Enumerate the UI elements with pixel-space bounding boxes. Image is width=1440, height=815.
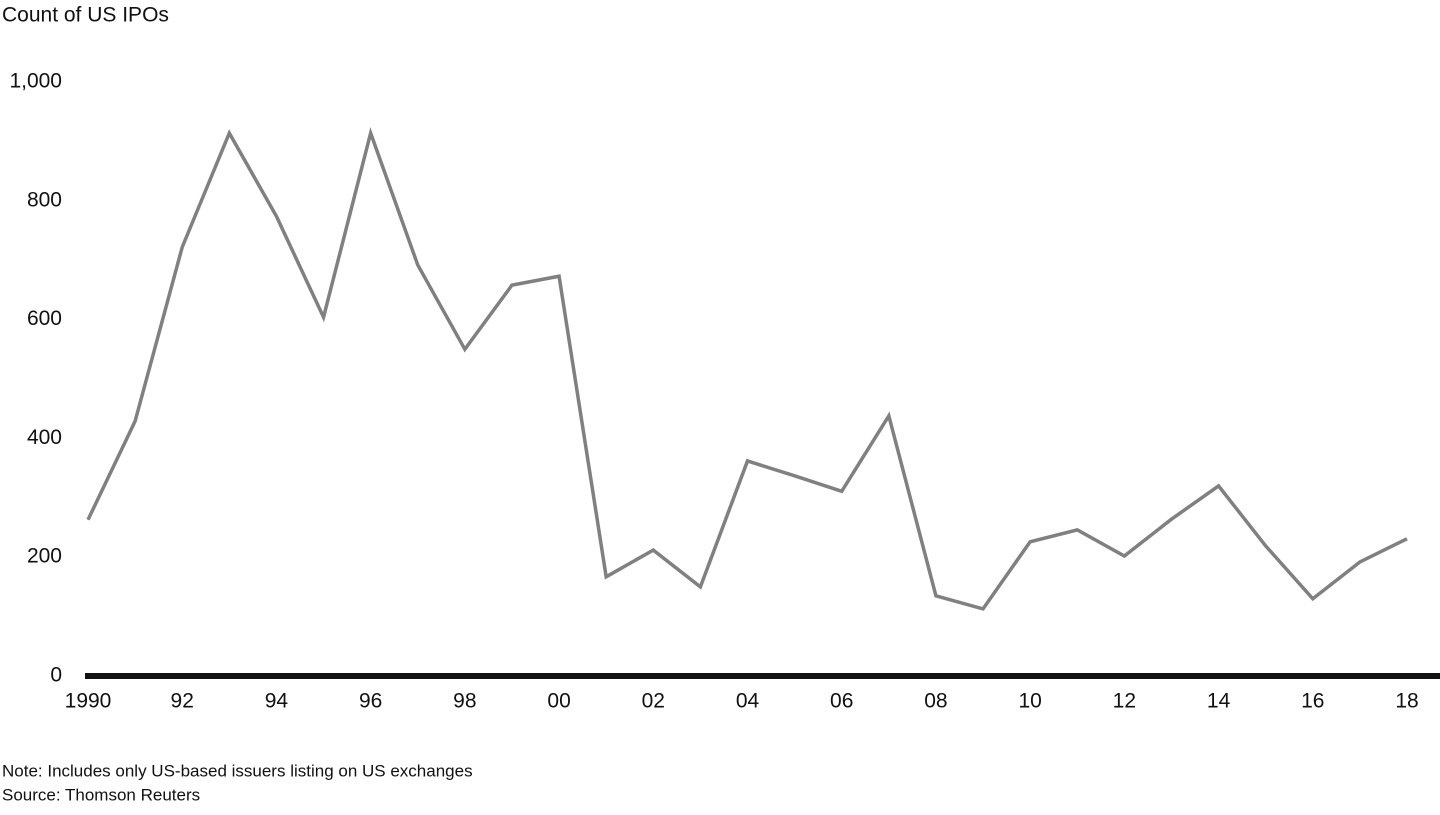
y-tick-label: 0 — [50, 664, 62, 687]
y-tick-label: 400 — [27, 426, 62, 449]
x-tick-label: 92 — [171, 690, 194, 713]
y-tick-label: 800 — [27, 188, 62, 211]
note: Note: Includes only US-based issuers lis… — [2, 761, 473, 780]
x-tick-label: 00 — [547, 690, 570, 713]
x-tick-label: 98 — [453, 690, 476, 713]
y-tick-label: 1,000 — [9, 70, 62, 93]
x-tick-label: 02 — [642, 690, 665, 713]
x-tick-label: 96 — [359, 690, 382, 713]
x-tick-label: 94 — [265, 690, 289, 713]
x-tick-label: 04 — [736, 690, 760, 713]
y-axis-label: Count of US IPOs — [2, 4, 169, 27]
x-tick-label: 12 — [1113, 690, 1136, 713]
x-tick-label: 10 — [1018, 690, 1041, 713]
x-tick-label: 1990 — [65, 690, 112, 713]
y-tick-label: 600 — [27, 307, 62, 330]
x-tick-label: 14 — [1207, 690, 1231, 713]
data-line — [86, 127, 1408, 611]
y-tick-label: 200 — [27, 545, 62, 568]
x-tick-label: 06 — [830, 690, 853, 713]
x-tick-label: 18 — [1395, 690, 1418, 713]
x-tick-label: 16 — [1301, 690, 1324, 713]
x-tick-label: 08 — [924, 690, 947, 713]
source: Source: Thomson Reuters — [2, 785, 200, 804]
